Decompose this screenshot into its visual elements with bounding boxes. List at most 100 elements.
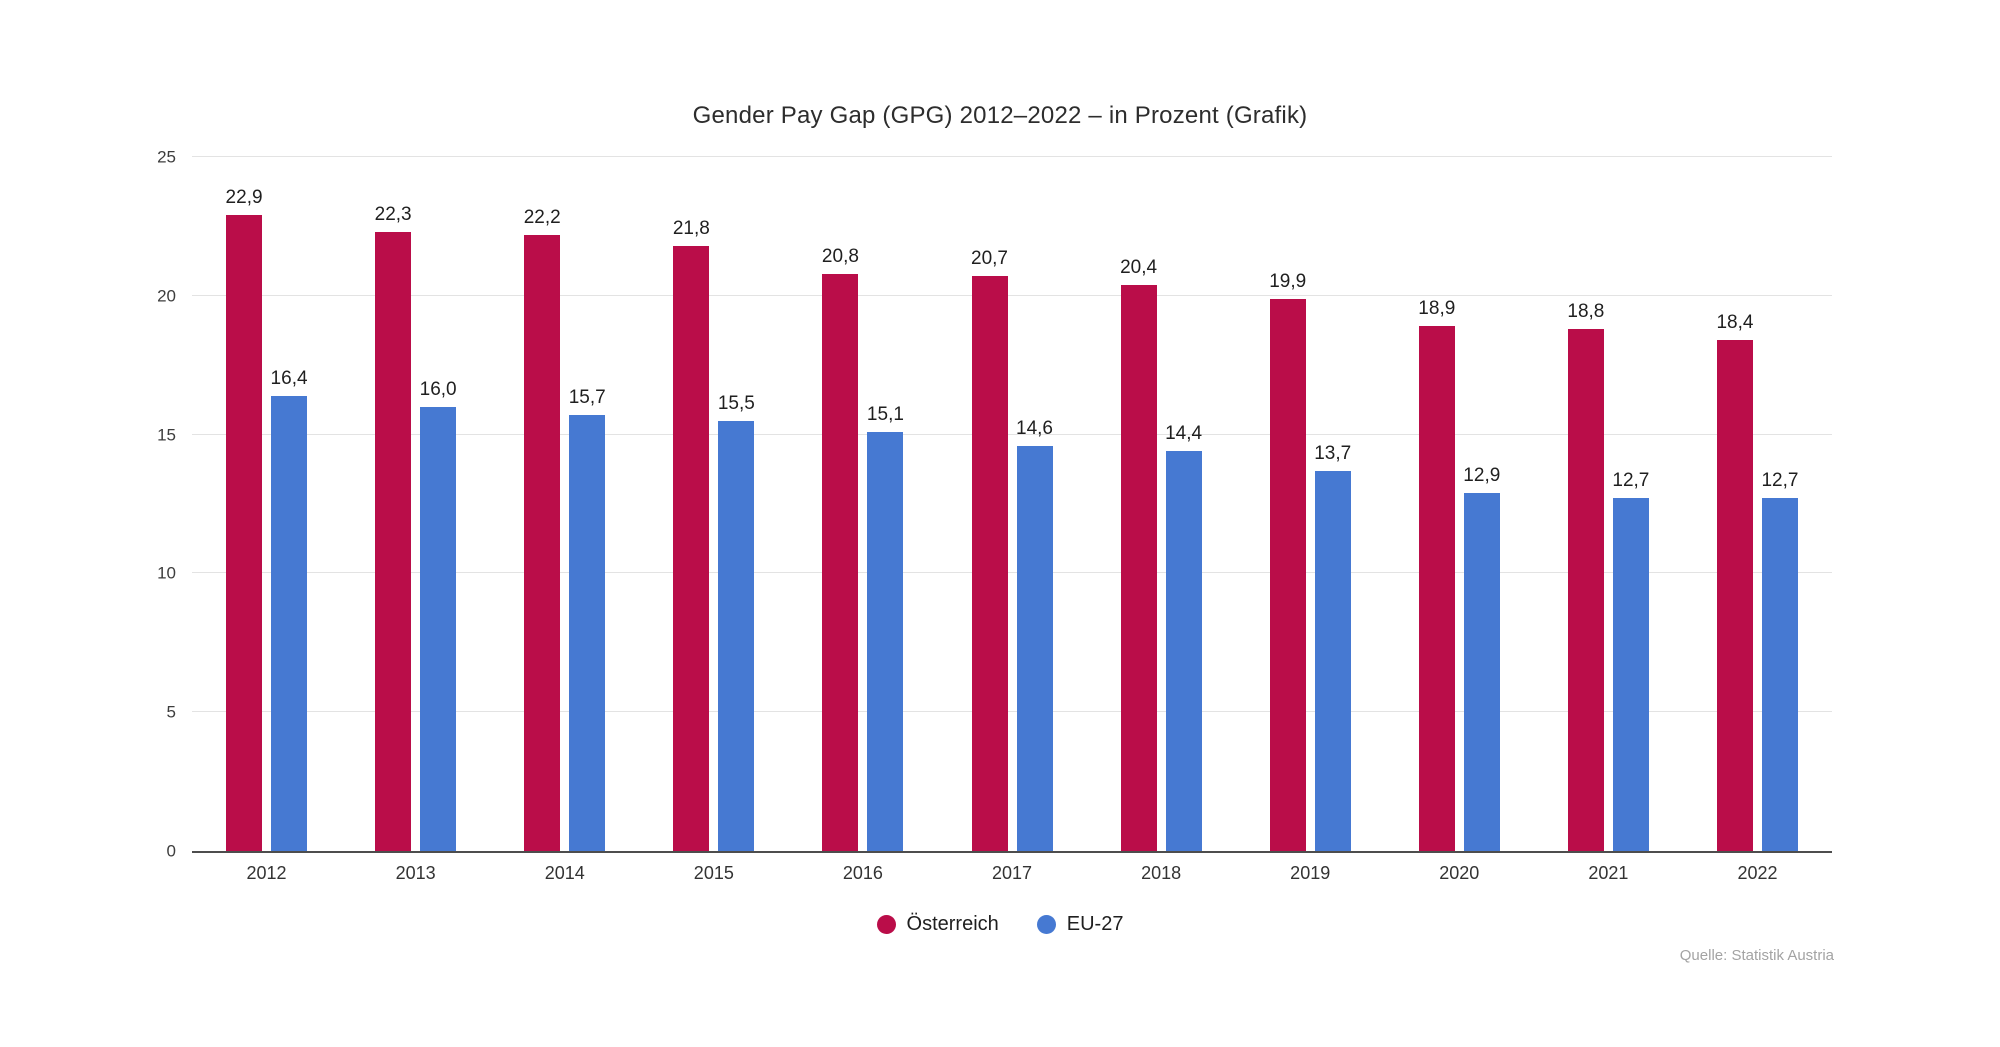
bar-eu-27-2016[interactable]: 15,1 <box>867 405 904 851</box>
value-label-eu-27-2015: 15,5 <box>717 392 755 414</box>
legend-item-eu-27[interactable]: EU-27 <box>1036 913 1124 935</box>
bar-sterreich-2020[interactable]: 18,9 <box>1418 299 1455 851</box>
bar-group-2021: 18,8 12,7 2021 <box>1534 157 1683 882</box>
value-label-sterreich-2013: 22,3 <box>374 203 412 225</box>
barwrap-sterreich-2019: 19,9 <box>1269 157 1306 851</box>
barwrap-eu-27-2015: 15,5 <box>718 157 755 851</box>
gridline-y-20 <box>192 294 1832 296</box>
y-axis-tick-0: 0 <box>166 841 176 861</box>
gridline-y-10 <box>192 572 1832 574</box>
barwrap-eu-27-2020: 12,9 <box>1463 157 1500 851</box>
barwrap-sterreich-2012: 22,9 <box>226 157 263 851</box>
x-axis-label-2015: 2015 <box>693 863 734 883</box>
bar-eu-27-2014[interactable]: 15,7 <box>569 388 606 851</box>
value-label-eu-27-2021: 12,7 <box>1612 470 1650 492</box>
barwrap-eu-27-2021: 12,7 <box>1612 157 1649 851</box>
bar-eu-27-2021[interactable]: 12,7 <box>1612 471 1649 851</box>
plot-area: 0 5 10 15 20 25 22,9 16,4 2012 22,3 16,0 2013 22,2 15… <box>157 149 1832 882</box>
x-axis-label-2016: 2016 <box>842 863 883 883</box>
value-label-sterreich-2021: 18,8 <box>1567 301 1605 323</box>
bar-eu-27-2017[interactable]: 14,6 <box>1016 419 1053 851</box>
barwrap-eu-27-2016: 15,1 <box>867 157 904 851</box>
x-axis-label-2014: 2014 <box>544 863 585 883</box>
barwrap-sterreich-2015: 21,8 <box>673 157 710 851</box>
barwrap-eu-27-2019: 13,7 <box>1314 157 1351 851</box>
barwrap-sterreich-2021: 18,8 <box>1567 157 1604 851</box>
y-axis-tick-20: 20 <box>157 286 176 306</box>
bar-eu-27-2020[interactable]: 12,9 <box>1463 466 1500 851</box>
bar-sterreich-2015[interactable]: 21,8 <box>673 219 710 851</box>
legend-label-sterreich: Österreich <box>906 913 999 935</box>
value-label-sterreich-2018: 20,4 <box>1120 256 1158 278</box>
barwrap-eu-27-2017: 14,6 <box>1016 157 1053 851</box>
value-label-sterreich-2020: 18,9 <box>1418 298 1456 320</box>
bar-eu-27-2012[interactable]: 16,4 <box>271 369 308 851</box>
bar-pair-2012: 22,9 16,4 <box>192 157 341 851</box>
y-axis-tick-5: 5 <box>166 702 176 722</box>
barwrap-sterreich-2014: 22,2 <box>524 157 561 851</box>
value-label-eu-27-2014: 15,7 <box>568 387 606 409</box>
y-axis-tick-10: 10 <box>157 563 176 583</box>
x-axis-label-2018: 2018 <box>1141 863 1182 883</box>
value-label-eu-27-2018: 14,4 <box>1165 423 1203 445</box>
value-label-sterreich-2019: 19,9 <box>1269 270 1307 292</box>
bar-eu-27-2013[interactable]: 16,0 <box>420 380 457 851</box>
value-label-sterreich-2017: 20,7 <box>971 248 1009 270</box>
bar-sterreich-2021[interactable]: 18,8 <box>1567 302 1604 851</box>
legend-label-eu-27: EU-27 <box>1066 913 1124 935</box>
bar-eu-27-2019[interactable]: 13,7 <box>1314 444 1351 851</box>
value-label-sterreich-2016: 20,8 <box>821 245 859 267</box>
bar-sterreich-2017[interactable]: 20,7 <box>971 249 1008 851</box>
value-label-eu-27-2022: 12,7 <box>1761 470 1799 492</box>
barwrap-eu-27-2018: 14,4 <box>1165 157 1202 851</box>
bar-group-2018: 20,4 14,4 2018 <box>1087 157 1236 882</box>
value-label-sterreich-2022: 18,4 <box>1716 312 1754 334</box>
bar-eu-27-2018[interactable]: 14,4 <box>1165 424 1202 851</box>
barwrap-sterreich-2013: 22,3 <box>375 157 412 851</box>
legend: Österreich EU-27 <box>0 914 2000 934</box>
barwrap-sterreich-2016: 20,8 <box>822 157 859 851</box>
bar-pair-2013: 22,3 16,0 <box>341 157 490 851</box>
barwrap-eu-27-2022: 12,7 <box>1761 157 1798 851</box>
bar-sterreich-2016[interactable]: 20,8 <box>822 247 859 851</box>
bar-pair-2015: 21,8 15,5 <box>639 157 788 851</box>
value-label-sterreich-2014: 22,2 <box>523 206 561 228</box>
value-label-eu-27-2019: 13,7 <box>1314 442 1352 464</box>
bar-group-2016: 20,8 15,1 2016 <box>788 157 937 882</box>
bar-sterreich-2014[interactable]: 22,2 <box>524 208 561 851</box>
value-label-eu-27-2017: 14,6 <box>1016 417 1054 439</box>
bar-pair-2016: 20,8 15,1 <box>788 157 937 851</box>
y-axis-tick-25: 25 <box>157 147 176 167</box>
bar-pair-2018: 20,4 14,4 <box>1087 157 1236 851</box>
bar-sterreich-2013[interactable]: 22,3 <box>375 205 412 851</box>
x-axis-label-2022: 2022 <box>1737 863 1778 883</box>
value-label-eu-27-2013: 16,0 <box>419 378 457 400</box>
barwrap-eu-27-2013: 16,0 <box>420 157 457 851</box>
bar-groups: 22,9 16,4 2012 22,3 16,0 2013 22,2 15,7 2014 21,8… <box>192 157 1832 882</box>
bar-pair-2020: 18,9 12,9 <box>1385 157 1534 851</box>
bar-group-2013: 22,3 16,0 2013 <box>341 157 490 882</box>
legend-marker-eu-27 <box>1036 914 1056 934</box>
bar-sterreich-2012[interactable]: 22,9 <box>226 188 263 851</box>
source-note: Quelle: Statistik Austria <box>1679 947 1834 964</box>
bar-group-2020: 18,9 12,9 2020 <box>1385 157 1534 882</box>
value-label-eu-27-2012: 16,4 <box>270 367 308 389</box>
bar-group-2019: 19,9 13,7 2019 <box>1236 157 1385 882</box>
bar-group-2015: 21,8 15,5 2015 <box>639 157 788 882</box>
barwrap-sterreich-2018: 20,4 <box>1120 157 1157 851</box>
chart-title: Gender Pay Gap (GPG) 2012–2022 – in Proz… <box>692 102 1308 129</box>
bar-pair-2022: 18,4 12,7 <box>1683 157 1832 851</box>
legend-item-sterreich[interactable]: Österreich <box>876 913 999 935</box>
bar-sterreich-2019[interactable]: 19,9 <box>1269 272 1306 851</box>
bar-eu-27-2015[interactable]: 15,5 <box>718 394 755 851</box>
legend-marker-sterreich <box>876 914 896 934</box>
bar-group-2014: 22,2 15,7 2014 <box>490 157 639 882</box>
x-axis-label-2020: 2020 <box>1439 863 1480 883</box>
bar-pair-2021: 18,8 12,7 <box>1534 157 1683 851</box>
bar-eu-27-2022[interactable]: 12,7 <box>1761 471 1798 851</box>
barwrap-eu-27-2012: 16,4 <box>271 157 308 851</box>
bar-sterreich-2018[interactable]: 20,4 <box>1120 258 1157 851</box>
bar-group-2012: 22,9 16,4 2012 <box>192 157 341 882</box>
bar-sterreich-2022[interactable]: 18,4 <box>1716 313 1753 851</box>
